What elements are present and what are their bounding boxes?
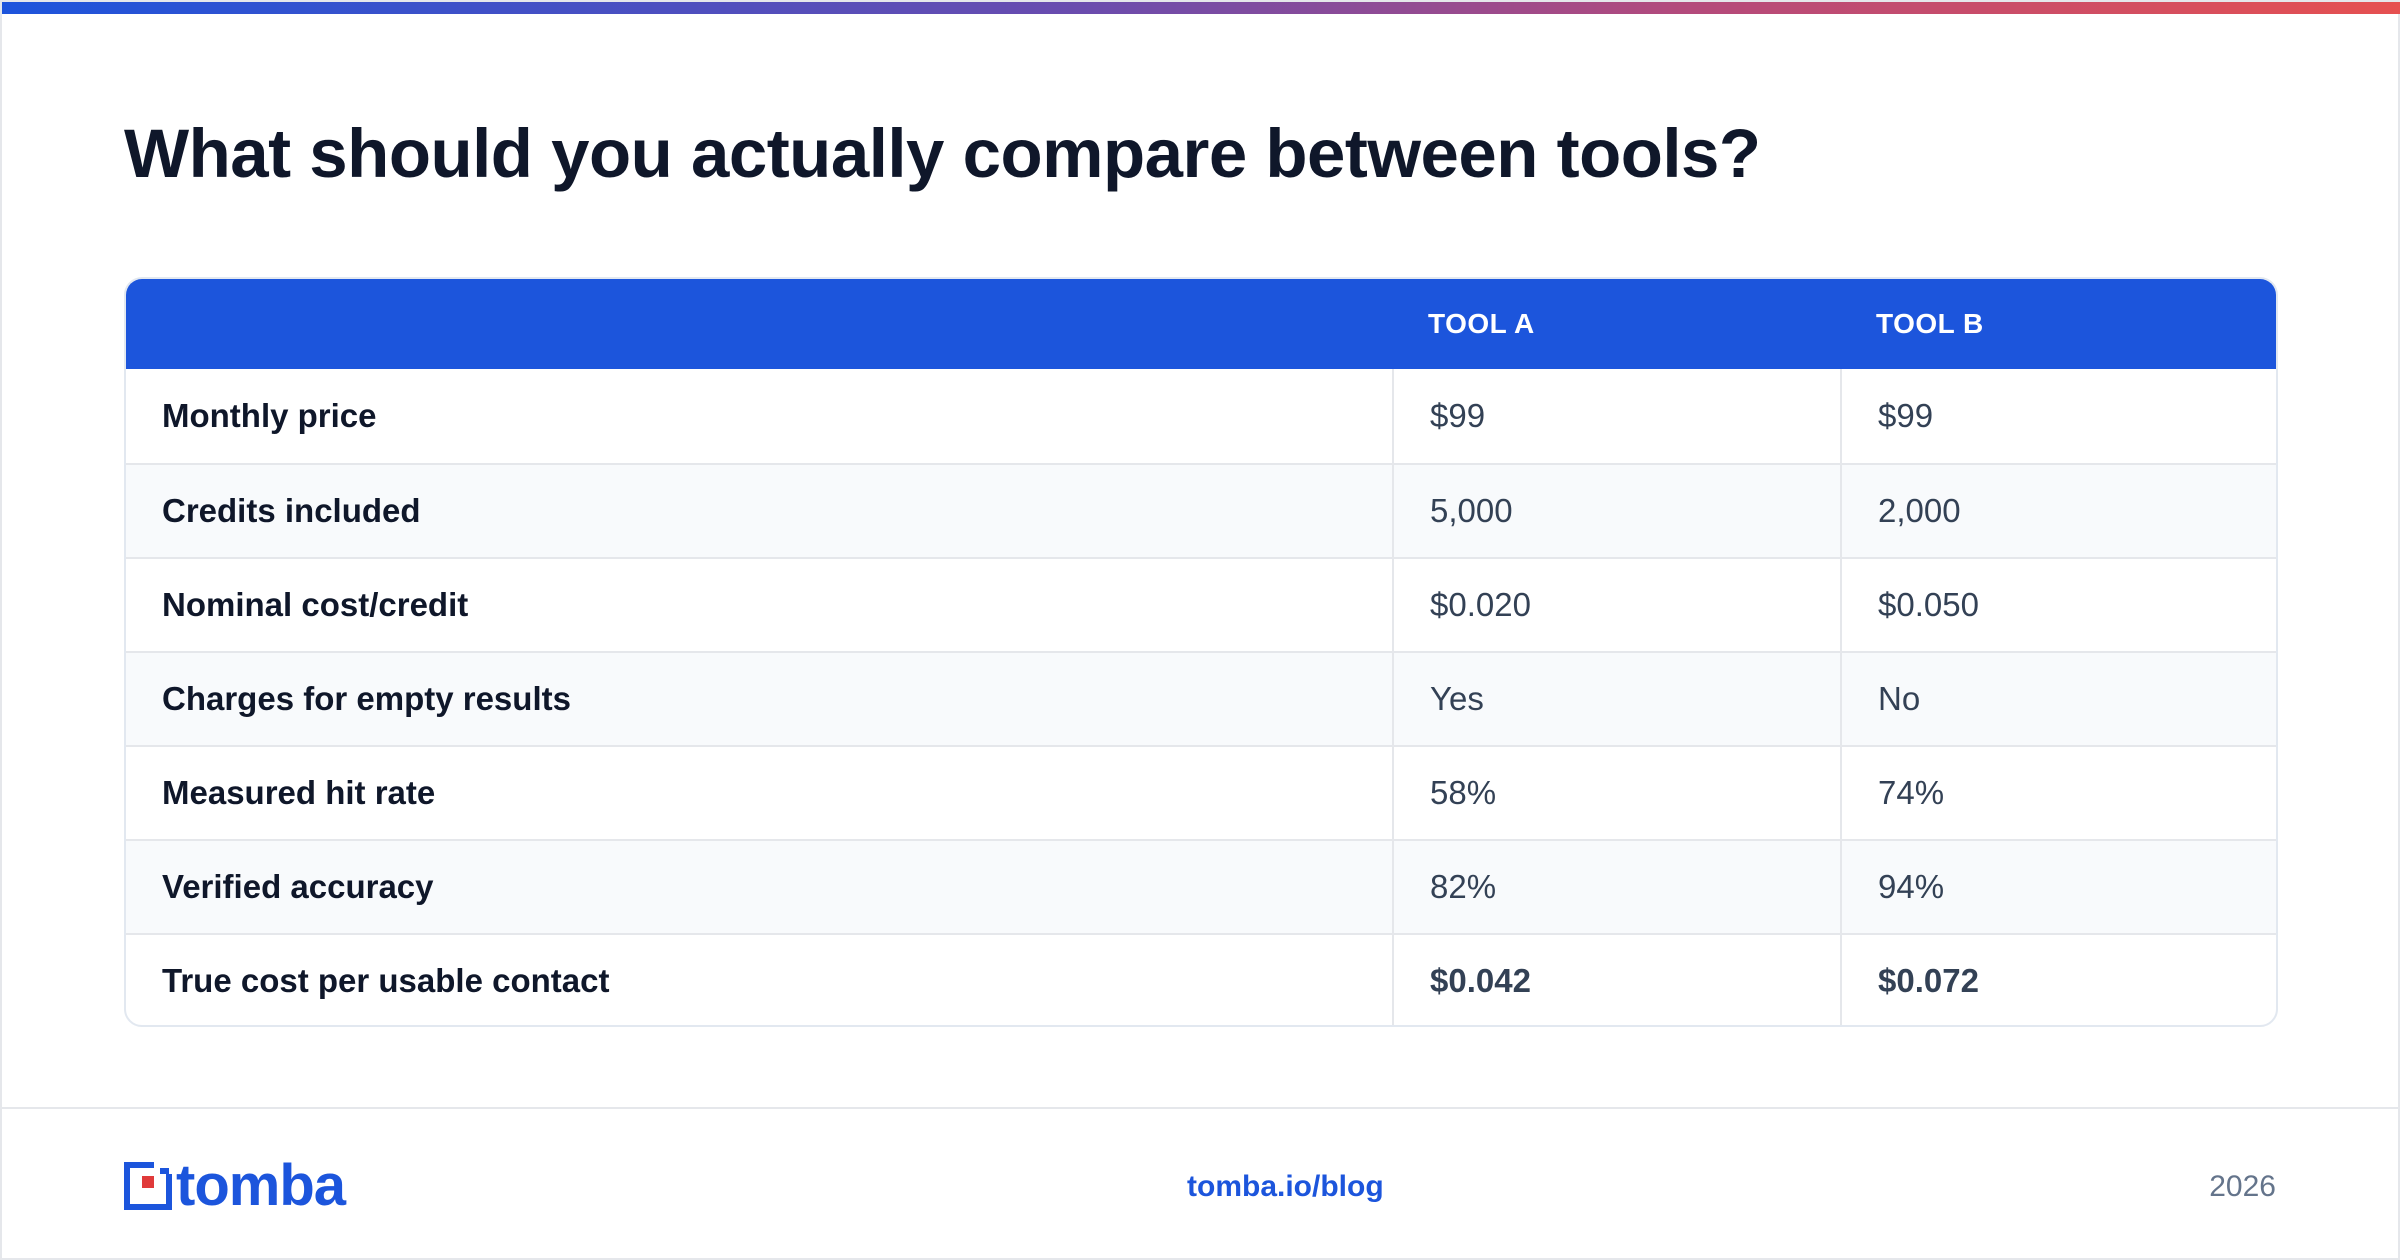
row-label: Nominal cost/credit: [162, 586, 469, 623]
tool-a-value: Yes: [1392, 653, 1840, 745]
tomba-logo-icon: [124, 1162, 172, 1210]
page-title: What should you actually compare between…: [124, 115, 1761, 192]
row-label: Measured hit rate: [162, 774, 436, 811]
row-label: Credits included: [162, 492, 421, 529]
table-row: Credits included 5,000 2,000: [126, 463, 2276, 557]
tool-b-value: 74%: [1840, 747, 2276, 839]
row-label: Verified accuracy: [162, 868, 434, 905]
header-label-column: [126, 279, 1392, 369]
row-label: Monthly price: [162, 397, 377, 434]
tool-a-value: $0.042: [1392, 935, 1840, 1025]
tool-b-value: $99: [1840, 369, 2276, 463]
table-row-summary: True cost per usable contact $0.042 $0.0…: [126, 933, 2276, 1025]
tool-b-value: 2,000: [1840, 465, 2276, 557]
tool-b-value: $0.050: [1840, 559, 2276, 651]
table-row: Monthly price $99 $99: [126, 369, 2276, 463]
footer-divider: [2, 1107, 2400, 1109]
header-tool-b: TOOL B: [1876, 308, 1984, 339]
table-row: Verified accuracy 82% 94%: [126, 839, 2276, 933]
tool-b-value: $0.072: [1840, 935, 2276, 1025]
tool-b-value: 94%: [1840, 841, 2276, 933]
tool-a-value: 82%: [1392, 841, 1840, 933]
table-row: Charges for empty results Yes No: [126, 651, 2276, 745]
table-row: Measured hit rate 58% 74%: [126, 745, 2276, 839]
blog-link[interactable]: tomba.io/blog: [1187, 1170, 1384, 1203]
comparison-table: TOOL A TOOL B Monthly price $99 $99 Cred…: [124, 277, 2278, 1027]
header-tool-a: TOOL A: [1428, 308, 1535, 339]
tomba-logo[interactable]: tomba: [124, 1153, 346, 1218]
tool-a-value: $0.020: [1392, 559, 1840, 651]
tool-a-value: 5,000: [1392, 465, 1840, 557]
footer-year: 2026: [2209, 1170, 2276, 1203]
tool-a-value: $99: [1392, 369, 1840, 463]
row-label: True cost per usable contact: [162, 962, 610, 999]
tool-b-value: No: [1840, 653, 2276, 745]
top-gradient-bar: [2, 2, 2400, 14]
logo-wordmark: tomba: [176, 1153, 346, 1218]
tool-a-value: 58%: [1392, 747, 1840, 839]
row-label: Charges for empty results: [162, 680, 571, 717]
table-row: Nominal cost/credit $0.020 $0.050: [126, 557, 2276, 651]
table-header: TOOL A TOOL B: [126, 279, 2276, 369]
table-body: Monthly price $99 $99 Credits included 5…: [126, 369, 2276, 1025]
